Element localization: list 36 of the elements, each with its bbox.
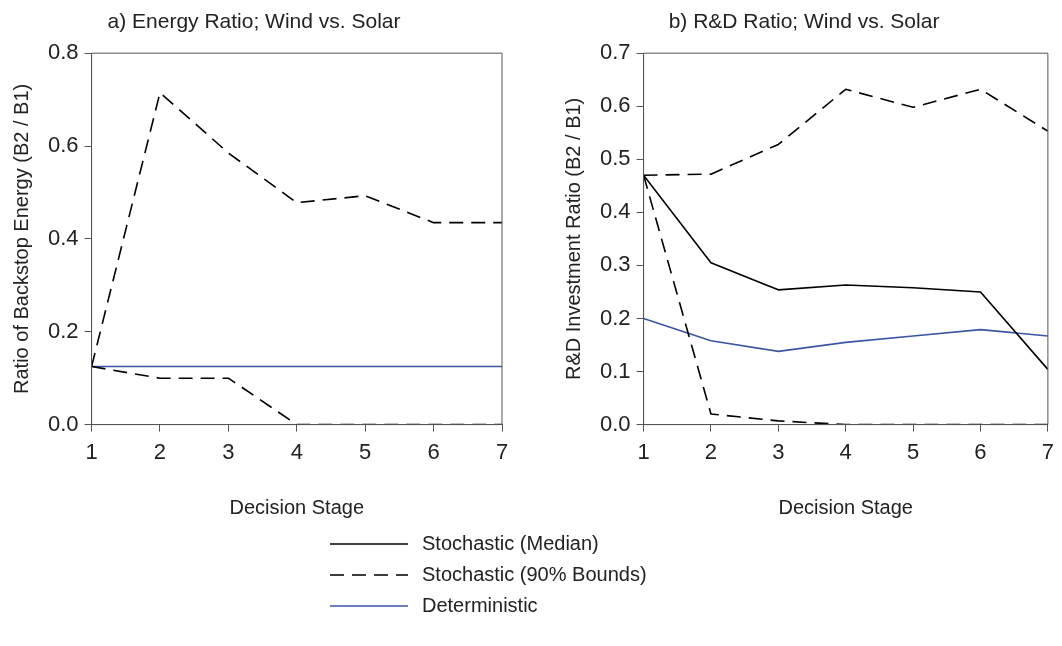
y-tick-label: 0.4 — [599, 198, 631, 224]
chart-title: a) Energy Ratio; Wind vs. Solar — [107, 9, 401, 33]
x-tick-label: 4 — [290, 438, 303, 464]
y-tick-label: 0.2 — [47, 317, 79, 343]
y-tick-label: 0.2 — [599, 304, 631, 330]
y-tick-label: 0.0 — [47, 410, 79, 436]
x-axis-title: Decision Stage — [778, 495, 913, 518]
x-tick-label: 3 — [222, 438, 235, 464]
y-tick-label: 0.0 — [599, 410, 631, 436]
x-tick-label: 2 — [704, 438, 718, 464]
y-axis-title: R&D Investment Ratio (B2 / B1) — [561, 97, 584, 381]
x-tick-label: 5 — [359, 438, 372, 464]
x-tick-label: 2 — [153, 438, 167, 464]
legend-label: Stochastic (90% Bounds) — [422, 563, 647, 586]
y-axis-title: Ratio of Backstop Energy (B2 / B1) — [9, 83, 32, 394]
y-tick-label: 0.5 — [599, 145, 631, 171]
x-tick-label: 7 — [495, 438, 509, 464]
y-tick-label: 0.7 — [599, 39, 631, 65]
y-tick-label: 0.6 — [47, 132, 79, 158]
x-tick-label: 7 — [1041, 438, 1055, 464]
x-tick-label: 1 — [85, 438, 98, 464]
x-tick-label: 3 — [772, 438, 785, 464]
x-tick-label: 6 — [974, 438, 987, 464]
y-tick-label: 0.6 — [599, 92, 631, 118]
y-tick-label: 0.8 — [47, 39, 79, 65]
x-axis-title: Decision Stage — [229, 495, 365, 518]
x-tick-label: 5 — [906, 438, 920, 464]
x-tick-label: 1 — [637, 438, 650, 464]
y-tick-label: 0.1 — [599, 357, 631, 383]
y-tick-label: 0.4 — [47, 224, 79, 250]
legend-label: Stochastic (Median) — [422, 532, 599, 555]
y-tick-label: 0.3 — [599, 251, 631, 277]
x-tick-label: 4 — [839, 438, 852, 464]
legend-label: Deterministic — [422, 594, 538, 617]
chart-title: b) R&D Ratio; Wind vs. Solar — [668, 9, 940, 33]
x-tick-label: 6 — [427, 438, 440, 464]
